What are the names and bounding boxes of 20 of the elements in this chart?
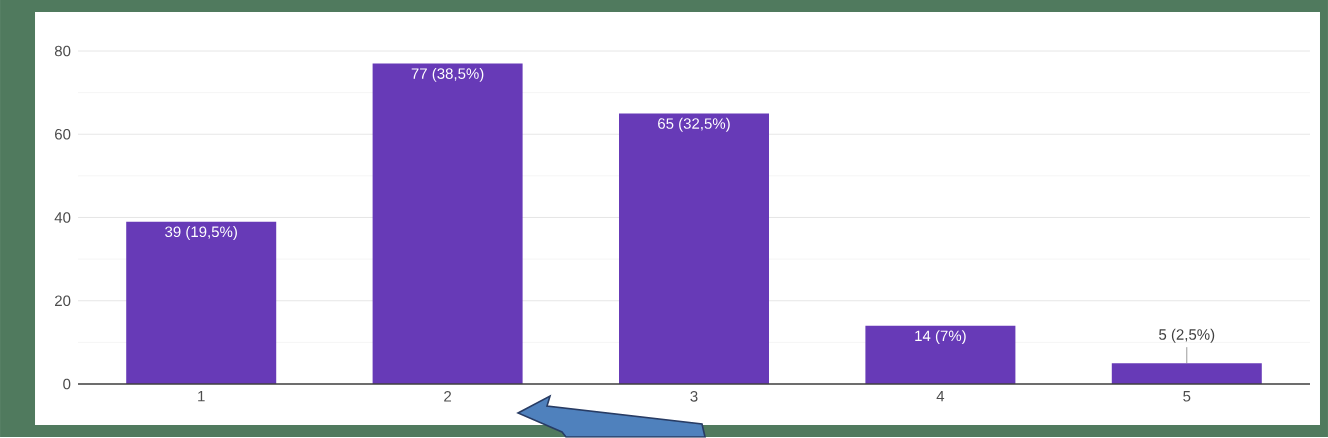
bar xyxy=(865,325,1016,385)
bar xyxy=(1111,363,1262,385)
x-tick-label: 5 xyxy=(1183,391,1191,402)
bar xyxy=(619,113,769,385)
y-tick-label: 20 xyxy=(55,295,71,307)
data-label: 39 (19,5%) xyxy=(165,226,237,241)
bar xyxy=(126,221,277,385)
data-label: 77 (38,5%) xyxy=(411,68,484,82)
data-label: 14 (7%) xyxy=(915,330,966,345)
x-tick-label: 2 xyxy=(444,391,452,402)
x-tick-label: 1 xyxy=(198,391,205,402)
bar xyxy=(372,63,523,385)
x-tick-label: 4 xyxy=(936,391,945,402)
data-label: 5 (2,5%) xyxy=(1159,328,1215,343)
data-label: 65 (32,5%) xyxy=(658,117,730,132)
y-tick-label: 0 xyxy=(63,378,71,390)
y-tick-label: 80 xyxy=(54,45,71,57)
y-tick-label: 60 xyxy=(55,129,71,140)
x-tick-label: 3 xyxy=(690,391,698,402)
y-tick-label: 40 xyxy=(54,212,71,223)
